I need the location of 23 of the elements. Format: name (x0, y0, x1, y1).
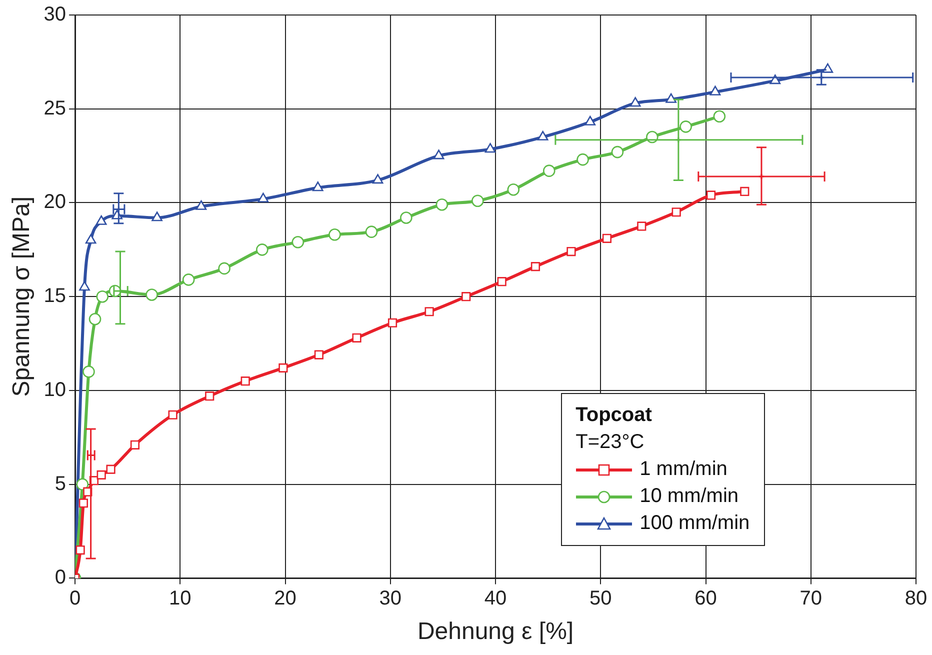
y-axis-title: Spannung σ [MPa] (8, 196, 36, 397)
y-tick-label: 25 (44, 97, 66, 120)
y-tick-label: 10 (44, 378, 66, 401)
x-tick-label: 10 (169, 588, 192, 610)
x-tick-label: 80 (904, 588, 928, 610)
legend-label: 10 mm/min (640, 484, 739, 510)
x-axis-title: Dehnung ε [%] (417, 618, 574, 646)
y-tick-label: 5 (54, 472, 66, 495)
x-tick-label: 20 (274, 588, 296, 610)
x-tick-label: 60 (694, 588, 717, 610)
y-tick-label: 15 (44, 285, 66, 308)
legend-label: 1 mm/min (640, 457, 728, 482)
x-tick-label: 70 (800, 588, 822, 610)
x-tick-label: 40 (484, 588, 507, 610)
legend-title: Topcoat (576, 403, 653, 428)
annotation: T=23°C (576, 430, 646, 456)
y-tick-label: 20 (44, 191, 66, 214)
legend-label: 100 mm/min (640, 511, 750, 536)
x-tick-label: 30 (379, 588, 402, 610)
x-tick-label: 50 (590, 588, 612, 610)
y-tick-label: 30 (44, 4, 66, 26)
y-tick-label: 0 (54, 566, 66, 589)
x-tick-label: 0 (69, 588, 81, 610)
